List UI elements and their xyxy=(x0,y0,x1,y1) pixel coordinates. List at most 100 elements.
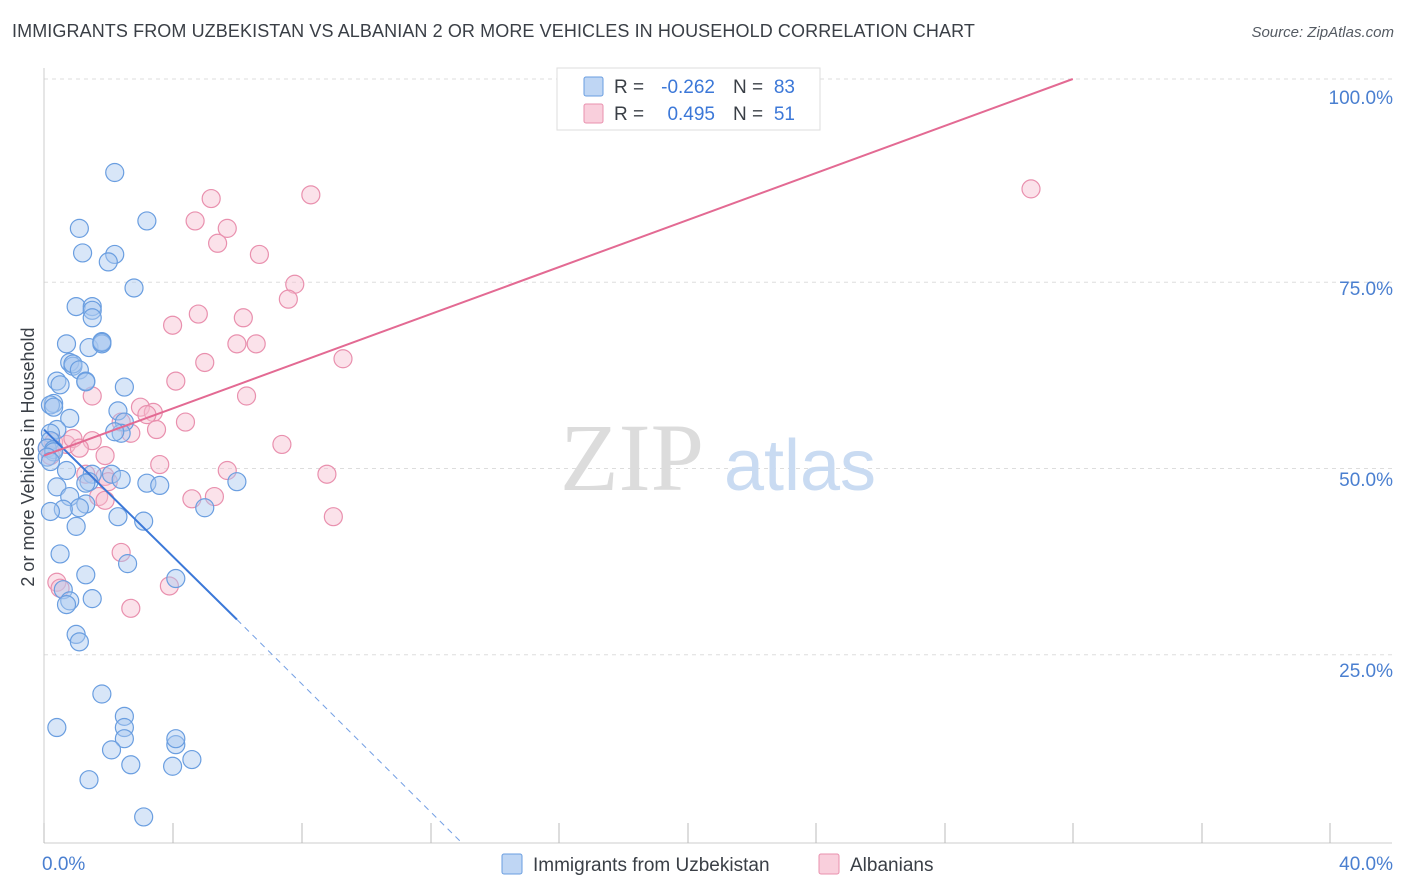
albanians-point-47 xyxy=(159,576,179,596)
watermark-zip: ZIP xyxy=(560,404,704,511)
watermark-atlas: atlas xyxy=(724,426,876,506)
series-legend-label-albanians: Albanians xyxy=(850,855,933,876)
uzbekistan-point-75 xyxy=(101,740,122,760)
y-tick-label-3: 100.0% xyxy=(1329,88,1394,109)
uzbekistan-point-66 xyxy=(56,594,77,615)
uzbekistan-point-59 xyxy=(66,516,86,536)
albanians-point-0 xyxy=(201,188,221,209)
chart-title: IMMIGRANTS FROM UZBEKISTAN VS ALBANIAN 2… xyxy=(12,21,975,41)
albanians-point-45 xyxy=(323,507,343,527)
uzbekistan-point-49 xyxy=(227,472,247,492)
albanians-point-46 xyxy=(111,542,131,563)
uzbekistan-point-7 xyxy=(66,297,86,317)
trend-lines xyxy=(43,78,1074,844)
albanians-point-33 xyxy=(95,446,115,466)
uzbekistan-point-80 xyxy=(79,770,99,790)
uzbekistan-point-0 xyxy=(105,162,125,183)
uzbekistan-point-76 xyxy=(166,735,186,755)
uzbekistan-point-81 xyxy=(134,807,154,827)
uzbekistan-point-23 xyxy=(114,377,134,397)
uzbekistan-point-58 xyxy=(134,511,154,531)
albanians-point-44 xyxy=(95,490,115,510)
uzbekistan-point-53 xyxy=(69,498,89,518)
axes xyxy=(43,68,1392,844)
uzbekistan-point-45 xyxy=(111,469,131,490)
uzbekistan-point-1 xyxy=(137,211,157,231)
albanians-point-9 xyxy=(188,304,208,324)
uzbekistan-point-78 xyxy=(182,749,202,770)
uzbekistan-point-69 xyxy=(69,632,89,652)
albanians-point-3 xyxy=(185,211,205,231)
uzbekistan-point-77 xyxy=(121,755,141,775)
uzbekistan-point-82 xyxy=(166,729,186,749)
albanians-point-15 xyxy=(195,352,215,373)
albanians-point-18 xyxy=(236,386,257,406)
series-legend-swatch-uzbekistan xyxy=(501,853,523,875)
albanians-point-14 xyxy=(333,349,353,369)
uzbekistan-point-26 xyxy=(40,395,61,415)
albanians-point-24 xyxy=(146,419,167,440)
watermark: ZIP atlas xyxy=(560,404,876,511)
albanians-point-11 xyxy=(163,315,183,335)
albanians-point-2 xyxy=(1021,179,1041,199)
legend-r-label-2: R = xyxy=(614,104,644,125)
albanians-point-19 xyxy=(130,397,151,417)
uzbekistan-point-34 xyxy=(40,423,61,443)
uzbekistan-point-9 xyxy=(82,300,102,320)
uzbekistan-point-24 xyxy=(76,372,96,392)
albanians-point-6 xyxy=(249,244,270,265)
legend-n-label-2: N = xyxy=(733,104,763,125)
uzbekistan-point-2 xyxy=(69,218,89,238)
uzbekistan-point-74 xyxy=(114,729,134,749)
y-axis-label: 2 or more Vehicles in Household xyxy=(18,327,38,586)
uzbekistan-point-3 xyxy=(72,243,93,263)
albanians-point-8 xyxy=(278,289,298,309)
uzbekistan-point-50 xyxy=(47,477,67,497)
legend-r-label-1: R = xyxy=(614,77,644,98)
uzbekistan-point-60 xyxy=(50,544,70,564)
legend-n-label-1: N = xyxy=(733,77,763,98)
uzbekistan-point-79 xyxy=(163,756,183,776)
uzbekistan-point-43 xyxy=(101,464,122,484)
series-legend: Immigrants from Uzbekistan Albanians xyxy=(501,853,933,876)
uzbekistan-point-21 xyxy=(47,371,67,391)
albanians-point-13 xyxy=(246,334,266,354)
albanians-point-23 xyxy=(175,412,196,432)
uzbekistan-point-28 xyxy=(108,401,128,421)
uzbekistan-point-10 xyxy=(82,308,102,328)
uzbekistan-point-4 xyxy=(105,244,125,265)
uzbekistan-point-15 xyxy=(92,332,112,352)
legend-r-value-2: 0.495 xyxy=(667,104,715,125)
y-tick-label-0: 25.0% xyxy=(1339,661,1393,682)
y-tick-labels: 25.0% 50.0% 75.0% 100.0% xyxy=(1329,88,1394,682)
uzbekistan-point-72 xyxy=(114,706,134,726)
uzbekistan-point-62 xyxy=(76,565,96,585)
albanians-point-10 xyxy=(233,308,253,328)
uzbekistan-point-73 xyxy=(114,717,134,738)
uzbekistan-points xyxy=(37,162,247,827)
x-tick-label-1: 40.0% xyxy=(1339,854,1393,875)
uzbekistan-point-16 xyxy=(60,352,80,373)
x-tick-label-0: 0.0% xyxy=(42,854,85,875)
uzbekistan-point-65 xyxy=(60,591,80,611)
uzbekistan-trend-extension xyxy=(236,619,463,844)
uzbekistan-point-64 xyxy=(53,580,73,600)
uzbekistan-point-22 xyxy=(50,375,70,395)
albanians-point-4 xyxy=(217,218,237,238)
uzbekistan-point-11 xyxy=(56,334,77,354)
y-tick-label-1: 50.0% xyxy=(1339,470,1393,491)
legend-r-value-1: -0.262 xyxy=(661,77,715,98)
series-legend-label-uzbekistan: Immigrants from Uzbekistan xyxy=(533,855,770,876)
uzbekistan-point-71 xyxy=(47,717,67,738)
uzbekistan-point-55 xyxy=(40,501,61,522)
uzbekistan-point-48 xyxy=(150,475,170,495)
albanians-point-16 xyxy=(166,371,186,391)
albanians-point-34 xyxy=(150,454,170,475)
uzbekistan-point-57 xyxy=(108,507,128,527)
uzbekistan-point-19 xyxy=(69,360,89,380)
albanians-point-12 xyxy=(227,334,247,354)
albanians-point-5 xyxy=(208,233,228,253)
albanians-point-37 xyxy=(317,464,337,484)
legend-swatch-blue xyxy=(583,76,604,97)
